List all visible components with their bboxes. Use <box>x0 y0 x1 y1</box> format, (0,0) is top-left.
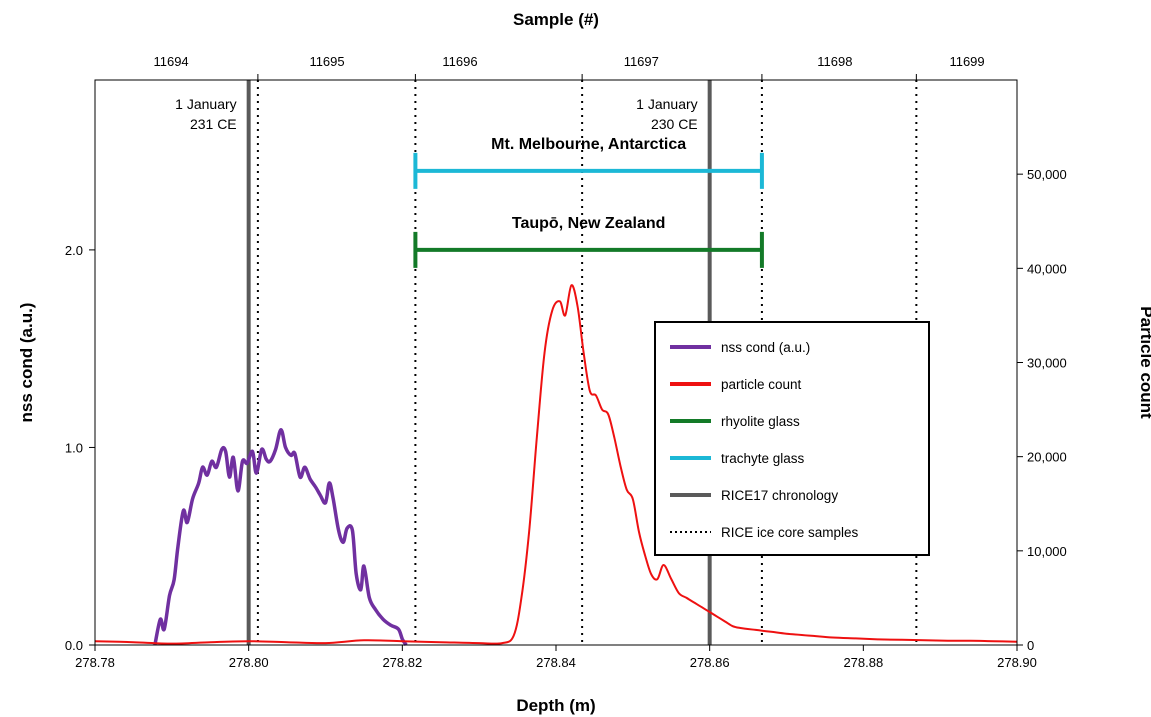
y2-tick-label: 50,000 <box>1027 167 1067 182</box>
legend-label: RICE17 chronology <box>721 488 838 503</box>
y2-tick-label: 10,000 <box>1027 544 1067 559</box>
chronology-label: 1 January <box>175 96 236 112</box>
y2-axis-title: Particle count <box>1137 306 1151 419</box>
x-tick-label: 278.82 <box>382 655 422 670</box>
x-tick-label: 278.88 <box>843 655 883 670</box>
chronology-label: 1 January <box>636 96 697 112</box>
sample-tick-label: 11695 <box>309 54 344 69</box>
sample-tick-label: 11696 <box>442 54 477 69</box>
sample-tick-label: 11699 <box>949 54 984 69</box>
x-tick-label: 278.78 <box>75 655 115 670</box>
chronology-label: 230 CE <box>651 116 698 132</box>
x-axis-title: Depth (m) <box>516 696 595 715</box>
sample-tick-label: 11694 <box>153 54 188 69</box>
legend-label: particle count <box>721 377 802 392</box>
data-layer: Mt. Melbourne, Antarctica Taupō, New Zeal… <box>94 136 1018 647</box>
sample-tick-label: 11698 <box>817 54 852 69</box>
range-label: Mt. Melbourne, Antarctica <box>491 136 686 153</box>
y2-tick-label: 40,000 <box>1027 261 1067 276</box>
tick-layer: 278.78 278.80 278.82 278.84 278.86 278.88 278.… <box>65 54 1067 670</box>
range-label: Taupō, New Zealand <box>512 215 666 232</box>
legend-box <box>654 321 930 556</box>
y-axis-title: nss cond (a.u.) <box>17 303 36 423</box>
legend: nss cond (a.u.) particle count rhyolite gl… <box>654 321 930 556</box>
x-tick-label: 278.80 <box>229 655 269 670</box>
series-line-nss-cond <box>153 427 408 647</box>
series-line-particle-count <box>94 284 1018 645</box>
x-tick-label: 278.86 <box>690 655 730 670</box>
y2-tick-label: 30,000 <box>1027 356 1067 371</box>
legend-label: rhyolite glass <box>721 414 800 429</box>
legend-label: RICE ice core samples <box>721 525 859 540</box>
sample-tick-label: 11697 <box>624 54 659 69</box>
top-axis-title: Sample (#) <box>513 10 599 29</box>
y-tick-label: 1.0 <box>65 440 83 455</box>
y-tick-label: 0.0 <box>65 638 83 653</box>
legend-label: trachyte glass <box>721 451 805 466</box>
y-tick-label: 2.0 <box>65 243 83 258</box>
chronology-label: 231 CE <box>190 116 237 132</box>
x-tick-label: 278.84 <box>536 655 576 670</box>
legend-label: nss cond (a.u.) <box>721 340 810 355</box>
x-tick-label: 278.90 <box>997 655 1037 670</box>
y2-tick-label: 0 <box>1027 638 1034 653</box>
y2-tick-label: 20,000 <box>1027 450 1067 465</box>
